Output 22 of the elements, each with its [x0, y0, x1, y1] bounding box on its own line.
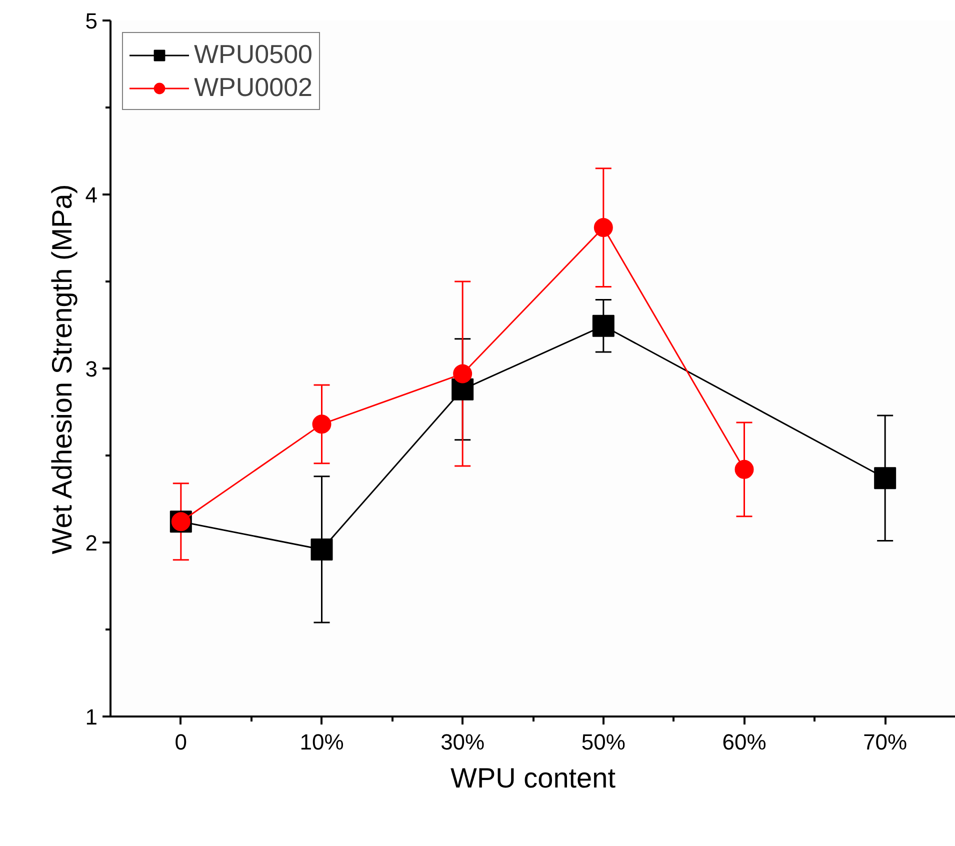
x-tick-label: 70% [863, 730, 908, 754]
point [874, 467, 896, 490]
x-tick-label: 0 [174, 730, 188, 754]
x-tick-label: 50% [581, 730, 626, 754]
point [310, 538, 333, 560]
y-tick-label: 2 [85, 530, 98, 556]
point [594, 218, 613, 238]
point [453, 364, 472, 384]
y-tick-label: 4 [85, 182, 98, 208]
y-tick-label: 5 [85, 8, 98, 34]
y-tick-label: 1 [85, 704, 98, 730]
point [592, 314, 614, 337]
x-tick-label: 30% [440, 730, 485, 754]
x-tick-label: 60% [722, 730, 766, 754]
y-tick-label: 3 [85, 356, 98, 382]
x-tick-label: 10% [300, 730, 344, 754]
point [312, 414, 332, 434]
legend-label: WPU0500 [194, 39, 312, 70]
point [734, 460, 754, 479]
legend-label: WPU0002 [194, 72, 312, 103]
y-axis-title: Wet Adhesion Strength (MPa) [46, 184, 78, 554]
x-axis-title: WPU content [450, 762, 616, 794]
